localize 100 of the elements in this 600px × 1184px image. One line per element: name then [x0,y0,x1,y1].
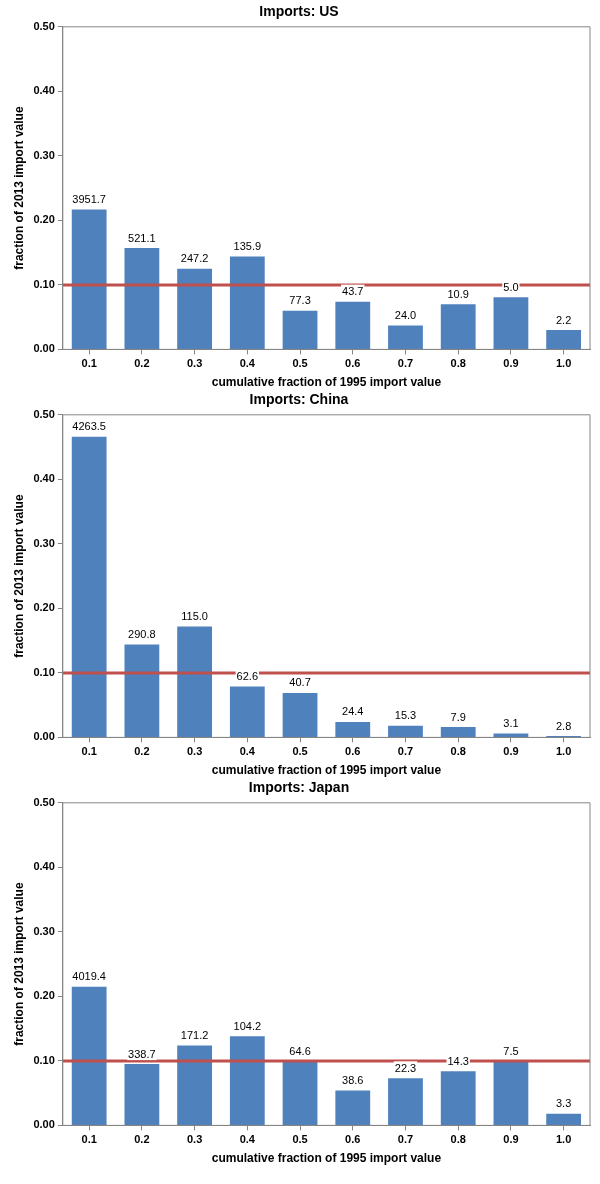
annotation: 135.9 [233,240,262,253]
annotation: 4263.5 [72,420,106,433]
bar [388,1078,423,1125]
x-tick-label: 0.9 [503,357,519,370]
chart-title: Imports: US [259,3,339,20]
annotation: 4019.4 [72,970,106,983]
annotation: 14.3 [447,1054,469,1067]
bar [493,1061,529,1125]
y-axis-title: fraction of 2013 import value [11,882,26,1046]
annotation: 7.5 [503,1045,519,1058]
chart-title: Imports: Japan [248,779,350,796]
x-tick-label: 0.3 [186,745,203,758]
annotation: 15.3 [394,709,417,722]
x-axis-title: cumulative fraction of 1995 import value [211,763,442,778]
x-tick-label: 0.5 [292,745,308,758]
annotation: 338.7 [128,1047,156,1060]
annotation: 247.2 [180,252,209,265]
y-tick-label: 0.30 [33,924,55,937]
annotation: 3951.7 [72,192,106,205]
bar [388,725,423,737]
y-tick-label: 0.50 [33,407,55,420]
x-tick-label: 0.9 [503,745,519,758]
annotation: 7.9 [450,710,466,723]
annotation: 2.2 [555,313,572,326]
bar [388,325,423,349]
bar [229,1036,265,1125]
x-tick-label: 0.4 [239,745,256,758]
y-tick-label: 0.00 [33,342,55,355]
x-tick-label: 0.6 [345,357,361,370]
annotation: 40.7 [289,676,311,689]
bar [71,209,107,349]
y-axis-title: fraction of 2013 import value [11,106,26,270]
x-tick-label: 0.8 [450,745,466,758]
x-tick-label: 0.4 [239,1133,256,1146]
bar [282,692,318,737]
annotation: 115.0 [181,609,208,622]
bar [546,330,582,349]
annotation: 3.1 [503,717,519,730]
bar [124,248,160,349]
y-tick-label: 0.40 [33,472,55,485]
bar [229,686,265,737]
annotation: 521.1 [128,231,156,244]
bar [335,301,371,349]
bar [282,1061,318,1125]
y-tick-label: 0.10 [33,277,55,290]
y-tick-label: 0.10 [33,1053,55,1066]
x-tick-label: 0.2 [134,745,150,758]
y-tick-label: 0.00 [33,730,55,743]
x-tick-label: 1.0 [555,1133,572,1146]
y-axis-title: fraction of 2013 import value [11,494,26,658]
x-tick-label: 0.8 [450,1133,466,1146]
bar [71,436,107,737]
bar [335,1090,371,1125]
x-tick-label: 0.7 [397,745,414,758]
x-tick-label: 0.6 [345,1133,361,1146]
annotation: 43.7 [342,285,364,298]
bar [229,256,265,349]
annotation: 38.6 [342,1074,364,1087]
annotation: 104.2 [233,1019,262,1032]
annotation: 24.0 [394,309,417,322]
y-tick-label: 0.40 [33,860,55,873]
x-tick-label: 0.2 [134,357,150,370]
annotation: 290.8 [128,628,156,641]
x-tick-label: 0.1 [81,745,97,758]
annotation: 171.2 [180,1028,209,1041]
annotation: 77.3 [289,294,311,307]
x-tick-label: 0.7 [397,357,414,370]
bar [177,268,212,349]
annotation: 22.3 [394,1061,417,1074]
x-tick-label: 1.0 [555,357,572,370]
y-tick-label: 0.30 [33,536,55,549]
x-tick-label: 0.3 [186,357,203,370]
bar [335,721,371,737]
y-tick-label: 0.00 [33,1118,55,1131]
y-tick-label: 0.10 [33,665,55,678]
x-tick-label: 0.5 [292,357,308,370]
x-axis-title: cumulative fraction of 1995 import value [211,375,442,390]
x-axis-title: cumulative fraction of 1995 import value [211,1151,442,1166]
y-tick-label: 0.20 [33,601,55,614]
chart-title: Imports: China [249,391,349,408]
annotation: 24.4 [342,705,364,718]
x-tick-label: 0.4 [239,357,256,370]
annotation: 64.6 [289,1045,311,1058]
bar [440,1071,476,1125]
bar [546,1113,582,1125]
y-tick-label: 0.20 [33,989,55,1002]
x-tick-label: 0.2 [134,1133,150,1146]
annotation: 2.8 [555,719,572,732]
bar [440,304,476,349]
bar [440,727,476,737]
bar [177,1045,212,1125]
bar [493,297,529,349]
x-tick-label: 0.7 [397,1133,414,1146]
y-tick-label: 0.20 [33,213,55,226]
x-tick-label: 0.3 [186,1133,203,1146]
bar [282,310,318,349]
bar [71,986,107,1125]
y-tick-label: 0.40 [33,84,55,97]
bar [124,644,160,737]
bar [177,626,212,737]
